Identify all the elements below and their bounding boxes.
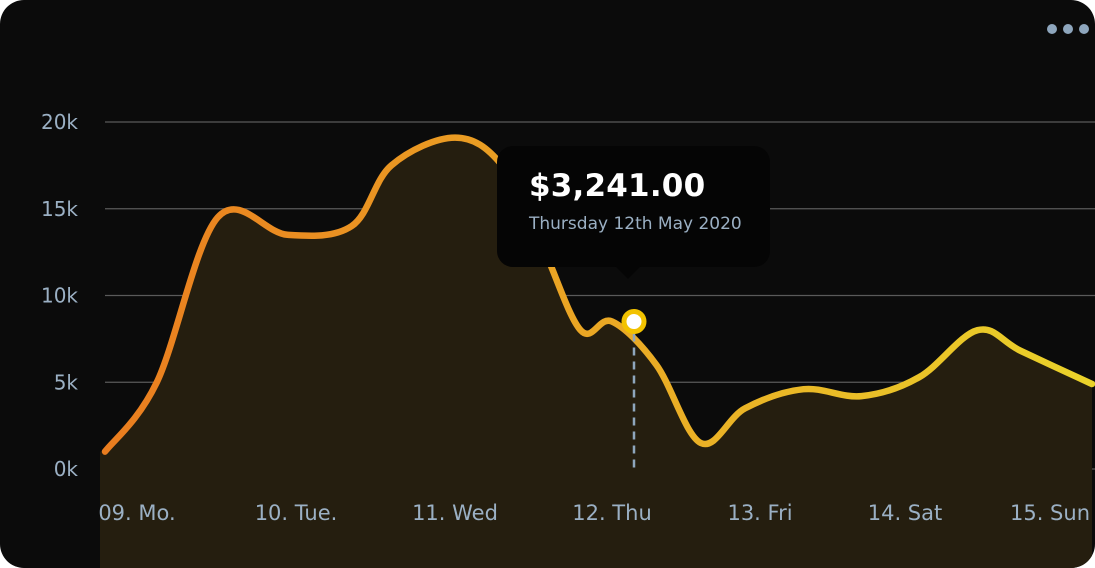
- highlight-point: [621, 309, 647, 335]
- series-line: [101, 134, 1095, 455]
- x-tick-label: 09. Mo.: [98, 501, 175, 525]
- y-tick-label: 15k: [41, 197, 78, 221]
- more-dots-icon: [1047, 24, 1057, 34]
- y-tick-label: 10k: [41, 284, 78, 308]
- area-layer: [100, 137, 1092, 568]
- y-tick-label: 5k: [54, 370, 79, 394]
- tooltip-date: Thursday 12th May 2020: [529, 214, 742, 234]
- more-dots-icon: [1079, 24, 1089, 34]
- y-tick-label: 20k: [41, 110, 78, 134]
- tooltip-value: $3,241.00: [529, 168, 706, 204]
- x-tick-label: 12. Thu: [572, 501, 652, 525]
- area-fill: [100, 137, 1092, 568]
- y-axis-ticks: 0k 5k 10k 15k 20k: [41, 110, 78, 481]
- y-tick-label: 0k: [54, 457, 79, 481]
- more-dots-icon: [1063, 24, 1073, 34]
- line-layer: [101, 134, 1095, 455]
- x-axis-ticks: 09. Mo. 10. Tue. 11. Wed 12. Thu 13. Fri 14. …: [98, 501, 1090, 525]
- more-options-button[interactable]: [1045, 22, 1091, 36]
- x-tick-label: 13. Fri: [727, 501, 792, 525]
- value-tooltip: $3,241.00 Thursday 12th May 2020: [497, 146, 770, 279]
- x-tick-label: 15. Sun: [1010, 501, 1090, 525]
- highlight-layer: [621, 309, 647, 469]
- x-tick-label: 10. Tue.: [255, 501, 338, 525]
- x-tick-label: 11. Wed: [412, 501, 498, 525]
- x-tick-label: 14. Sat: [868, 501, 943, 525]
